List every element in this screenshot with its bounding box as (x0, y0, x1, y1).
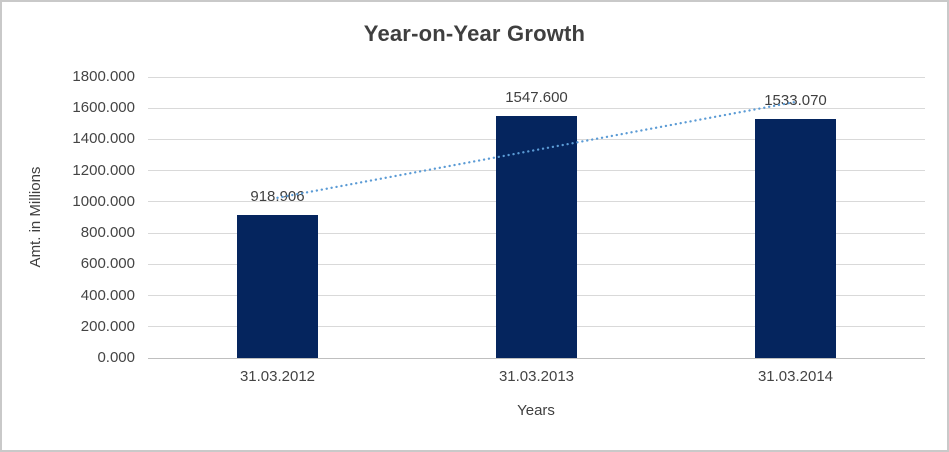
bar (755, 118, 836, 358)
y-tick-label: 600.000 (80, 255, 135, 273)
x-tick-label: 31.03.2012 (239, 368, 316, 385)
y-tick-label: 1800.000 (72, 68, 135, 85)
y-tick-label: 400.000 (80, 286, 135, 304)
x-tick-label: 31.03.2014 (757, 368, 834, 385)
bar (237, 214, 318, 358)
y-tick-label: 1600.000 (72, 99, 135, 117)
y-tick-label: 200.000 (80, 317, 135, 335)
y-tick-label: 800.000 (80, 224, 135, 242)
data-label: 918.906 (250, 187, 305, 205)
data-label: 1547.600 (505, 89, 568, 107)
data-label: 1533.070 (764, 91, 827, 109)
y-tick-label: 1000.000 (72, 192, 135, 210)
bar (496, 116, 577, 358)
chart-title: Year-on-Year Growth (363, 21, 586, 46)
gridline (148, 76, 925, 78)
x-axis-title: Years (517, 402, 555, 419)
y-tick-label: 1200.000 (72, 161, 135, 179)
y-tick-label: 1400.000 (72, 130, 135, 148)
x-axis-line (148, 357, 925, 359)
y-tick-label: 0.000 (97, 349, 135, 366)
x-tick-label: 31.03.2013 (498, 368, 575, 385)
